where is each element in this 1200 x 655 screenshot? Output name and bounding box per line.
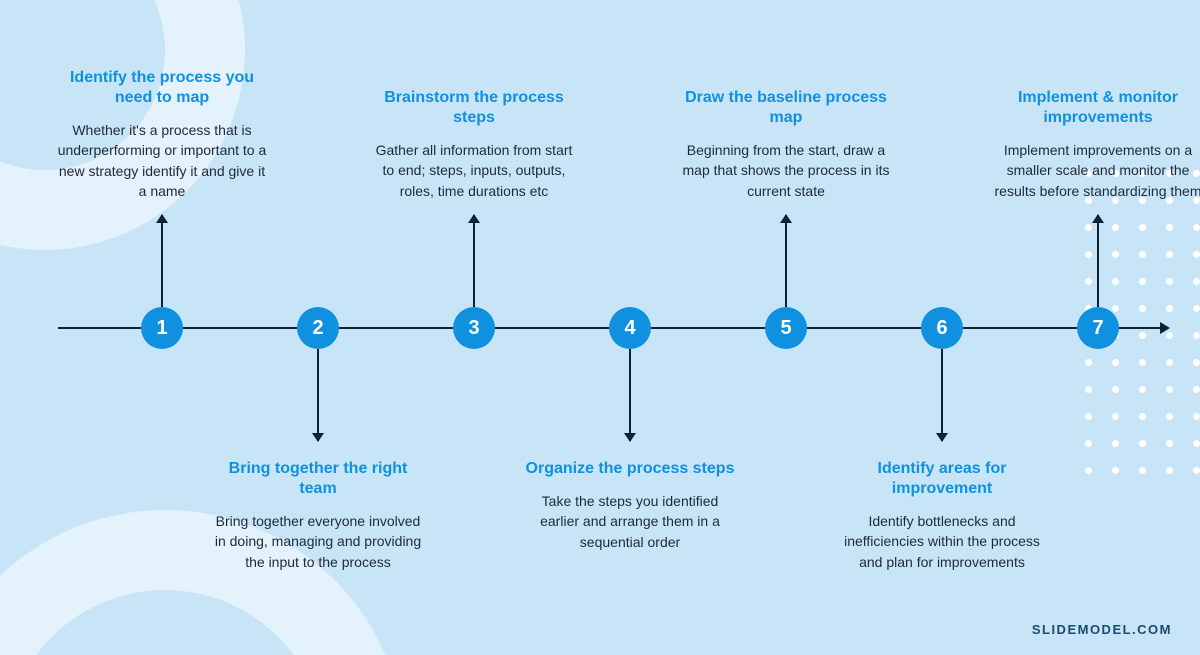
step-body: Bring together everyone involved in doin…	[213, 511, 423, 572]
connector-5	[785, 215, 787, 307]
timeline-node-7: 7	[1077, 307, 1119, 349]
timeline-node-6: 6	[921, 307, 963, 349]
connector-3	[473, 215, 475, 307]
timeline-node-1: 1	[141, 307, 183, 349]
step-4: Organize the process steps Take the steps…	[525, 459, 735, 552]
step-7: Implement & monitor improvements Implemen…	[993, 88, 1200, 201]
timeline-node-4: 4	[609, 307, 651, 349]
step-body: Whether it's a process that is underperf…	[57, 120, 267, 201]
connector-7	[1097, 215, 1099, 307]
brand-label: SLIDEMODEL.COM	[1032, 622, 1172, 637]
step-title: Brainstorm the process steps	[369, 88, 579, 128]
timeline-node-3: 3	[453, 307, 495, 349]
step-6: Identify areas for improvement Identify b…	[837, 459, 1047, 572]
step-title: Draw the baseline process map	[681, 88, 891, 128]
step-title: Organize the process steps	[525, 459, 735, 479]
step-1: Identify the process you need to map Whet…	[57, 68, 267, 201]
step-body: Beginning from the start, draw a map tha…	[681, 140, 891, 201]
timeline-axis-arrowhead	[1160, 322, 1170, 334]
connector-6	[941, 349, 943, 441]
step-3: Brainstorm the process steps Gather all i…	[369, 88, 579, 201]
step-title: Bring together the right team	[213, 459, 423, 499]
step-title: Implement & monitor improvements	[993, 88, 1200, 128]
connector-4	[629, 349, 631, 441]
step-2: Bring together the right team Bring toget…	[213, 459, 423, 572]
step-title: Identify areas for improvement	[837, 459, 1047, 499]
connector-2	[317, 349, 319, 441]
timeline-node-5: 5	[765, 307, 807, 349]
timeline-node-2: 2	[297, 307, 339, 349]
step-body: Gather all information from start to end…	[369, 140, 579, 201]
step-5: Draw the baseline process map Beginning f…	[681, 88, 891, 201]
connector-1	[161, 215, 163, 307]
step-body: Take the steps you identified earlier an…	[525, 491, 735, 552]
infographic-canvas: SLIDEMODEL.COM 1 2 3 4 5 6 7 Identify the proce…	[0, 0, 1200, 655]
step-title: Identify the process you need to map	[57, 68, 267, 108]
step-body: Identify bottlenecks and inefficiencies …	[837, 511, 1047, 572]
step-body: Implement improvements on a smaller scal…	[993, 140, 1200, 201]
